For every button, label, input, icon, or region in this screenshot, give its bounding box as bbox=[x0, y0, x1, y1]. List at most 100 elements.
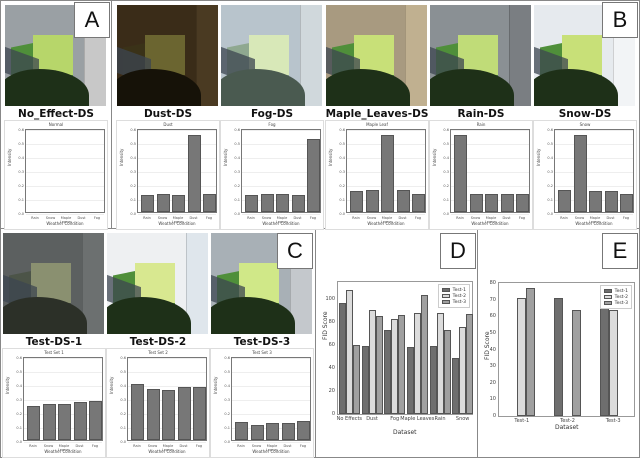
x-tick: Fog bbox=[93, 216, 101, 220]
x-tick: Dust bbox=[75, 444, 84, 448]
y-axis-label: Intensity bbox=[213, 376, 218, 394]
x-tick: Rain bbox=[143, 216, 151, 220]
y-tick: 0.1 bbox=[16, 426, 22, 430]
bar-test-1 bbox=[406, 347, 414, 414]
y-tick: 0.5 bbox=[120, 370, 126, 374]
y-tick: 40 bbox=[489, 346, 496, 353]
gridline bbox=[128, 372, 206, 373]
y-tick: 0.3 bbox=[16, 398, 22, 402]
tree-canopy bbox=[107, 297, 191, 334]
bar-test-2 bbox=[436, 313, 444, 414]
lawn-highlight bbox=[31, 263, 71, 303]
chart-e-plot: 0 10 20 30 40 50 60 70 80 Test-1 Test-2 Test-3 Test-… bbox=[490, 280, 635, 424]
y-tick: 0.6 bbox=[443, 128, 449, 132]
plot-area: 0.0 0.1 0.2 0.3 0.4 0.5 0.6 Rain Snow Maple Leave… bbox=[16, 356, 103, 452]
y-tick: 20 bbox=[328, 388, 335, 395]
bar bbox=[297, 421, 310, 440]
x-tick: Snow bbox=[43, 444, 54, 448]
bar-test-3 bbox=[466, 314, 474, 414]
y-tick: 0.2 bbox=[130, 184, 136, 188]
bar bbox=[235, 422, 248, 440]
gridline bbox=[555, 144, 633, 145]
bar-test-3 bbox=[420, 294, 428, 414]
y-tick: 0.4 bbox=[16, 384, 22, 388]
legend-label: Test-3 bbox=[614, 300, 628, 306]
bar-test-3 bbox=[572, 309, 581, 416]
y-axis-label: Intensity bbox=[536, 148, 541, 166]
bar bbox=[172, 195, 185, 212]
bar bbox=[281, 423, 295, 440]
gridline bbox=[555, 214, 633, 215]
x-tick: Fog bbox=[205, 216, 213, 220]
dataset-caption: Fog-DS bbox=[250, 108, 294, 120]
x-category-label: Maple Leaves bbox=[400, 416, 435, 422]
x-category-label: Snow bbox=[455, 416, 470, 422]
gridline bbox=[26, 172, 104, 173]
bar-test-1 bbox=[384, 330, 392, 414]
bar bbox=[245, 195, 258, 212]
bar-test-1 bbox=[554, 297, 563, 416]
panel-label-d: D bbox=[440, 233, 476, 269]
dataset-caption: Test-DS-3 bbox=[233, 336, 291, 348]
bar bbox=[266, 423, 279, 440]
gridline bbox=[128, 358, 206, 359]
bar bbox=[187, 135, 201, 212]
gridline bbox=[347, 130, 425, 131]
y-tick: 0.2 bbox=[547, 184, 553, 188]
aerial-image-thumbnail bbox=[117, 5, 218, 106]
y-tick: 0.4 bbox=[224, 384, 230, 388]
lawn-highlight bbox=[239, 263, 279, 303]
legend-item: Test-2 bbox=[441, 293, 466, 299]
y-axis-label: Intensity bbox=[109, 376, 114, 394]
y-tick: 0.6 bbox=[547, 128, 553, 132]
y-tick: 0.5 bbox=[234, 142, 240, 146]
gridline bbox=[232, 442, 310, 443]
gridline bbox=[232, 414, 310, 415]
y-tick: 60 bbox=[489, 313, 496, 320]
x-axis-label: Weather Condition bbox=[158, 221, 196, 226]
bar bbox=[620, 194, 633, 212]
gridline bbox=[26, 186, 104, 187]
bar bbox=[396, 190, 410, 212]
legend-label: Test-2 bbox=[452, 293, 466, 299]
bar bbox=[260, 194, 274, 212]
y-axis-label: Intensity bbox=[432, 148, 437, 166]
bar-test-1 bbox=[338, 302, 346, 414]
x-axis-label: Weather Condition bbox=[471, 221, 509, 226]
y-tick: 0.0 bbox=[443, 212, 449, 216]
legend-swatch bbox=[441, 300, 450, 304]
bar bbox=[131, 384, 144, 440]
y-tick: 80 bbox=[489, 280, 496, 286]
gridline bbox=[26, 144, 104, 145]
bar-test-3 bbox=[352, 345, 360, 414]
tree-canopy bbox=[221, 69, 305, 106]
x-axis-label: Weather Condition bbox=[262, 221, 300, 226]
x-tick: Fog bbox=[91, 444, 99, 448]
tree-canopy bbox=[5, 69, 89, 106]
chart-title: Rain bbox=[476, 122, 486, 127]
intensity-bar-chart: Normal Intensity 0.0 0.1 0.2 0.3 0.4 0.5 0.6 Rain… bbox=[4, 120, 108, 230]
chart-legend: Test-1 Test-2 Test-3 bbox=[437, 284, 470, 308]
y-tick: 0.0 bbox=[234, 212, 240, 216]
gridline bbox=[138, 186, 216, 187]
x-tick: Snow bbox=[470, 216, 481, 220]
chart-title: Test Set 1 bbox=[44, 350, 64, 355]
y-tick: 0.5 bbox=[224, 370, 230, 374]
gridline bbox=[24, 372, 102, 373]
plot-area: 0.0 0.1 0.2 0.3 0.4 0.5 0.6 Rain Snow Maple Leave… bbox=[18, 128, 105, 224]
bar-test-2 bbox=[413, 313, 421, 414]
bar bbox=[573, 135, 587, 212]
x-category-label: Test-1 bbox=[514, 418, 530, 424]
gridline bbox=[232, 386, 310, 387]
x-tick: Maple Leaves bbox=[588, 216, 602, 224]
bar bbox=[558, 190, 571, 212]
y-tick: 0.5 bbox=[18, 142, 24, 146]
x-tick: Rain bbox=[352, 216, 360, 220]
y-tick: 20 bbox=[489, 379, 496, 386]
bar bbox=[89, 401, 102, 440]
aerial-image-thumbnail bbox=[107, 233, 208, 334]
y-tick: 0.4 bbox=[234, 156, 240, 160]
bar bbox=[604, 191, 618, 212]
y-tick: 0.0 bbox=[130, 212, 136, 216]
lawn-highlight bbox=[135, 263, 175, 303]
